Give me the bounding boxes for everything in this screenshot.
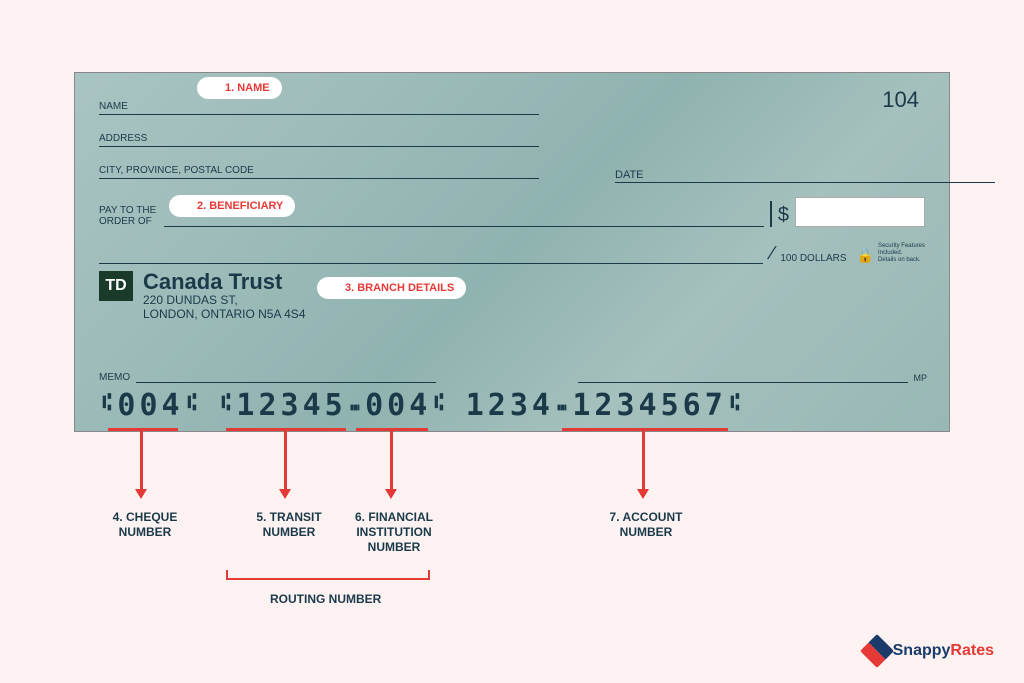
underline-account [562, 428, 728, 431]
micr-symbol: ⑆ [103, 388, 114, 423]
city-label: CITY, PROVINCE, POSTAL CODE [99, 165, 254, 176]
bank-address-2: LONDON, ONTARIO N5A 4S4 [143, 307, 306, 321]
address-label: ADDRESS [99, 133, 147, 144]
memo-line [136, 367, 436, 383]
micr-symbol: ⑉ [558, 388, 569, 423]
amount-words-line [99, 244, 763, 264]
pay-to-label: PAY TO THE ORDER OF [99, 205, 156, 227]
address-field: ADDRESS [99, 123, 539, 147]
name-label: NAME [99, 101, 128, 112]
bank-address-1: 220 DUNDAS ST, [143, 293, 306, 307]
arrow-account [642, 431, 645, 491]
arrow-cheque-no [140, 431, 143, 491]
memo-signature-row: MEMO MP [99, 367, 927, 383]
arrow-left-icon: ← [205, 80, 219, 96]
bank-text: Canada Trust 220 DUNDAS ST, LONDON, ONTA… [143, 271, 306, 321]
bank-block: TD Canada Trust 220 DUNDAS ST, LONDON, O… [99, 271, 306, 321]
callout-beneficiary: ← 2. BENEFICIARY [169, 195, 295, 217]
amount-box [795, 197, 925, 227]
hundred-dollars-label: 100 DOLLARS [780, 253, 846, 264]
underline-cheque-no [108, 428, 178, 431]
anno-account-number: 7. ACCOUNT NUMBER [596, 510, 696, 540]
callout-branch: ← 3. BRANCH DETAILS [317, 277, 466, 299]
bank-name: Canada Trust [143, 271, 306, 293]
brand-icon [860, 634, 894, 668]
arrow-institution [390, 431, 393, 491]
micr-transit: 12345 [236, 388, 346, 423]
date-field [615, 163, 995, 183]
micr-account: 1234567 [572, 388, 726, 423]
arrow-left-icon: ← [177, 198, 191, 214]
cheque: 104 NAME ADDRESS CITY, PROVINCE, POSTAL … [74, 72, 950, 432]
anno-institution-number: 6. FINANCIAL INSTITUTION NUMBER [344, 510, 444, 555]
micr-symbol: ⑆ [187, 388, 198, 423]
arrow-transit [284, 431, 287, 491]
micr-symbol: ⑉ [350, 388, 361, 423]
callout-name: ← 1. NAME [197, 77, 282, 99]
lock-icon: 🔒 [857, 247, 874, 264]
td-logo: TD [99, 271, 133, 301]
routing-bracket [226, 570, 430, 580]
amount-words-row: / 100 DOLLARS 🔒 Security Features Includ… [99, 243, 925, 264]
micr-symbol: ⑆ [222, 388, 233, 423]
micr-cheque-no: 004 [117, 388, 183, 423]
brand-logo: SnappyRates [865, 639, 994, 663]
brand-text: SnappyRates [893, 642, 994, 660]
city-field: CITY, PROVINCE, POSTAL CODE [99, 155, 539, 179]
signature-line [578, 367, 908, 383]
memo-label: MEMO [99, 372, 130, 383]
fraction-slash: / [766, 243, 779, 264]
dollar-sign: $ [778, 204, 789, 227]
micr-line: ⑆ 004 ⑆ ⑆ 12345 ⑉ 004 ⑆ 1234 ⑉ 1234567 ⑆ [99, 388, 745, 423]
arrow-left-icon: ← [325, 280, 339, 296]
anno-transit-number: 5. TRANSIT NUMBER [244, 510, 334, 540]
routing-label: ROUTING NUMBER [270, 592, 381, 606]
mp-label: MP [914, 373, 928, 383]
micr-symbol: ⑆ [730, 388, 741, 423]
name-field: NAME [99, 91, 539, 115]
anno-cheque-number: 4. CHEQUE NUMBER [100, 510, 190, 540]
dollar-divider [770, 201, 772, 227]
micr-institution: 004 [365, 388, 431, 423]
micr-mid: 1234 [466, 388, 554, 423]
cheque-number: 104 [882, 87, 919, 113]
micr-symbol: ⑆ [435, 388, 446, 423]
security-text: Security Features Included. Details on b… [878, 243, 925, 264]
